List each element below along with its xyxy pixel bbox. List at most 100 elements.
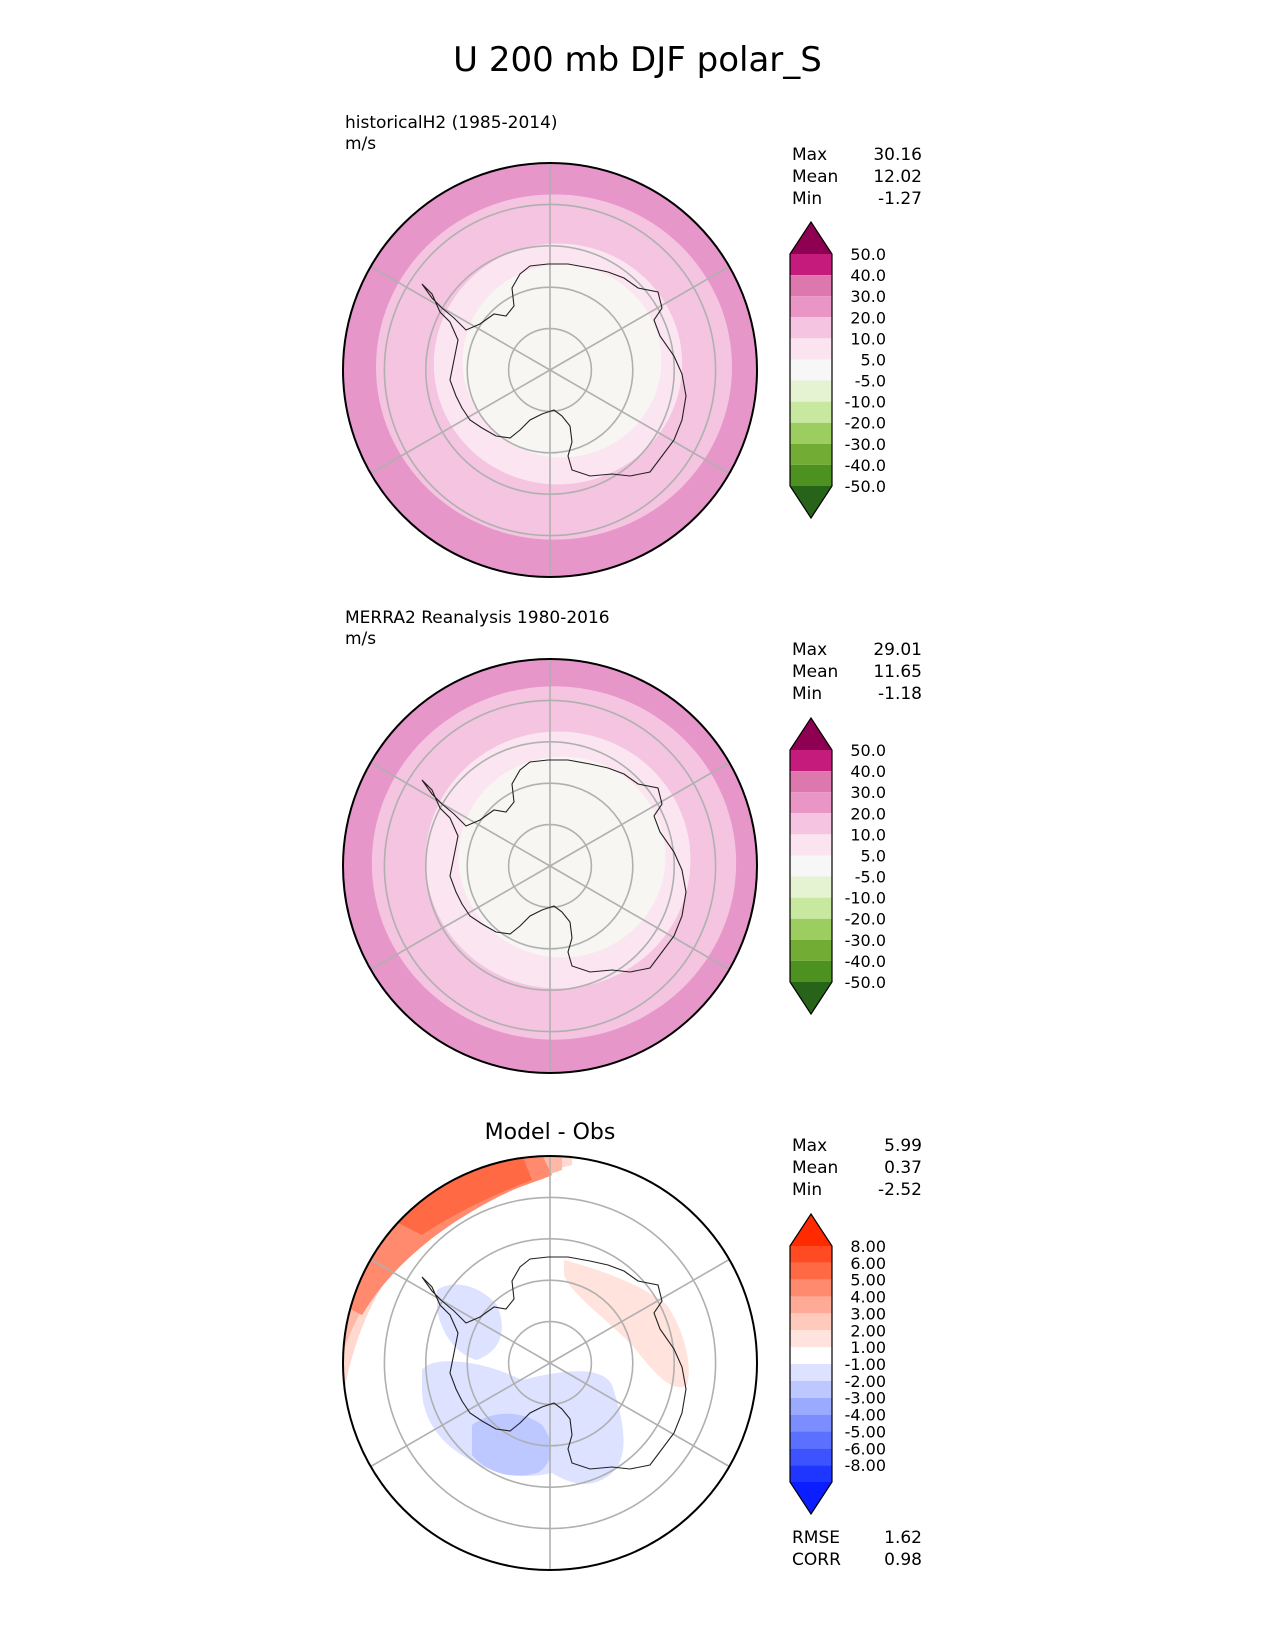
colorbar-segment bbox=[790, 338, 832, 360]
panel-test-units: m/s bbox=[345, 134, 377, 154]
colorbar-tick-label: -40.0 bbox=[845, 456, 886, 475]
colorbar-tick-label: -6.00 bbox=[845, 1439, 886, 1458]
colorbar-tick-label: 5.0 bbox=[861, 350, 886, 369]
stat-min: Min -1.18 bbox=[792, 684, 922, 704]
colorbar-segment bbox=[790, 1397, 832, 1415]
colorbar-tick-label: 20.0 bbox=[850, 308, 886, 327]
panel-title-test: historicalH2 (1985-2014) m/s bbox=[345, 113, 558, 155]
colorbar-segment bbox=[790, 359, 832, 381]
meridian-gridline bbox=[370, 761, 551, 867]
colorbar-segment bbox=[790, 486, 832, 518]
stat-max: Max 5.99 bbox=[792, 1136, 922, 1156]
colorbar-segment bbox=[790, 1330, 832, 1348]
metrics-diff: RMSE 1.62 CORR 0.98 bbox=[792, 1527, 922, 1571]
colorbar-tick-label: -30.0 bbox=[845, 931, 886, 950]
stats-test: Max 30.16 Mean 12.02 Min -1.27 bbox=[792, 144, 922, 210]
colorbar-segment bbox=[790, 834, 832, 856]
colorbar-segment bbox=[790, 317, 832, 339]
meridian-gridline bbox=[549, 265, 730, 371]
colorbar-tick-label: 10.0 bbox=[850, 329, 886, 348]
colorbar-tick-label: 2.00 bbox=[850, 1321, 886, 1340]
colorbar-segment bbox=[790, 813, 832, 835]
colorbar-segment bbox=[790, 1246, 832, 1263]
colorbar-segment bbox=[790, 1262, 832, 1280]
colorbar-segment bbox=[790, 960, 832, 982]
colorbar-tick-label: -1.00 bbox=[845, 1355, 886, 1374]
colorbar-segment bbox=[790, 939, 832, 961]
colorbar-diff: 8.006.005.004.003.002.001.00-1.00-2.00-3… bbox=[789, 1212, 886, 1516]
meridian-gridline bbox=[370, 865, 551, 971]
stat-mean: Mean 12.02 bbox=[792, 167, 922, 187]
difference-contour bbox=[437, 1284, 502, 1360]
colorbar-tick-label: -8.00 bbox=[845, 1456, 886, 1475]
meridian-gridline bbox=[370, 1362, 551, 1468]
difference-contour bbox=[472, 1413, 552, 1476]
colorbar-segment bbox=[790, 718, 832, 750]
panel-ref-label: MERRA2 Reanalysis 1980-2016 bbox=[345, 608, 610, 628]
colorbar-tick-label: 40.0 bbox=[850, 266, 886, 285]
colorbar-tick-label: 50.0 bbox=[850, 741, 886, 760]
colorbar-segment bbox=[790, 1414, 832, 1432]
colorbar-segment bbox=[790, 1364, 832, 1381]
colorbar-tick-label: 6.00 bbox=[850, 1254, 886, 1273]
colorbar-tick-label: -30.0 bbox=[845, 435, 886, 454]
contour-band bbox=[458, 756, 666, 958]
stat-max: Max 30.16 bbox=[792, 145, 922, 165]
meridian-gridline bbox=[549, 865, 730, 971]
colorbar-tick-label: -2.00 bbox=[845, 1372, 886, 1391]
colorbar-segment bbox=[790, 792, 832, 814]
colorbar-tick-label: 5.00 bbox=[850, 1271, 886, 1290]
colorbar-segment bbox=[790, 1431, 832, 1449]
colorbar-tick-label: -50.0 bbox=[845, 973, 886, 992]
metric-corr: CORR 0.98 bbox=[792, 1550, 922, 1570]
colorbar-segment bbox=[790, 254, 832, 276]
coastline bbox=[421, 263, 687, 477]
colorbar-segment bbox=[790, 296, 832, 318]
meridian-gridline bbox=[549, 1258, 730, 1364]
stat-min: Min -2.52 bbox=[792, 1180, 922, 1200]
stat-mean: Mean 11.65 bbox=[792, 662, 922, 682]
colorbar-tick-label: 40.0 bbox=[850, 762, 886, 781]
colorbar-segment bbox=[790, 422, 832, 444]
colorbar-outline bbox=[789, 1212, 833, 1516]
colorbar-segment bbox=[790, 750, 832, 772]
colorbar-tick-label: -5.0 bbox=[855, 372, 886, 391]
colorbar-tick-label: -50.0 bbox=[845, 477, 886, 496]
colorbar-tick-label: -10.0 bbox=[845, 889, 886, 908]
colorbar-segment bbox=[790, 275, 832, 297]
map-panel-test bbox=[342, 162, 758, 578]
colorbar-segment bbox=[790, 401, 832, 423]
diff-title: Model - Obs bbox=[484, 1120, 616, 1145]
colorbar-segment bbox=[790, 1448, 832, 1466]
colorbar-segment bbox=[790, 982, 832, 1014]
colorbar-segment bbox=[790, 1214, 832, 1246]
meridian-gridline bbox=[549, 1362, 730, 1468]
colorbar-tick-label: -5.00 bbox=[845, 1422, 886, 1441]
panel-ref-units: m/s bbox=[345, 629, 377, 649]
metric-rmse: RMSE 1.62 bbox=[792, 1528, 922, 1548]
colorbar-tick-label: 30.0 bbox=[850, 287, 886, 306]
colorbar-segment bbox=[790, 222, 832, 254]
colorbar-tick-label: -20.0 bbox=[845, 414, 886, 433]
colorbar-tick-label: 10.0 bbox=[850, 825, 886, 844]
colorbar-tick-label: 8.00 bbox=[850, 1237, 886, 1256]
colorbar-tick-label: -3.00 bbox=[845, 1389, 886, 1408]
meridian-gridline bbox=[549, 761, 730, 867]
colorbar-tick-label: 50.0 bbox=[850, 245, 886, 264]
coastline bbox=[421, 759, 687, 973]
meridian-gridline bbox=[370, 265, 551, 371]
colorbar-segment bbox=[790, 1347, 832, 1364]
contour-band bbox=[462, 264, 662, 458]
colorbar-segment bbox=[790, 380, 832, 402]
colorbar-outline bbox=[789, 716, 833, 1016]
colorbar-segment bbox=[790, 771, 832, 793]
coastline bbox=[421, 1256, 687, 1470]
stats-diff: Max 5.99 Mean 0.37 Min -2.52 bbox=[792, 1135, 922, 1201]
colorbar-segment bbox=[790, 1380, 832, 1398]
colorbar-segment bbox=[790, 897, 832, 919]
colorbar-segment bbox=[790, 918, 832, 940]
panel-test-label: historicalH2 (1985-2014) bbox=[345, 113, 558, 133]
colorbar-segment bbox=[790, 876, 832, 898]
colorbar-tick-label: 30.0 bbox=[850, 783, 886, 802]
map-panel-ref bbox=[342, 658, 758, 1074]
